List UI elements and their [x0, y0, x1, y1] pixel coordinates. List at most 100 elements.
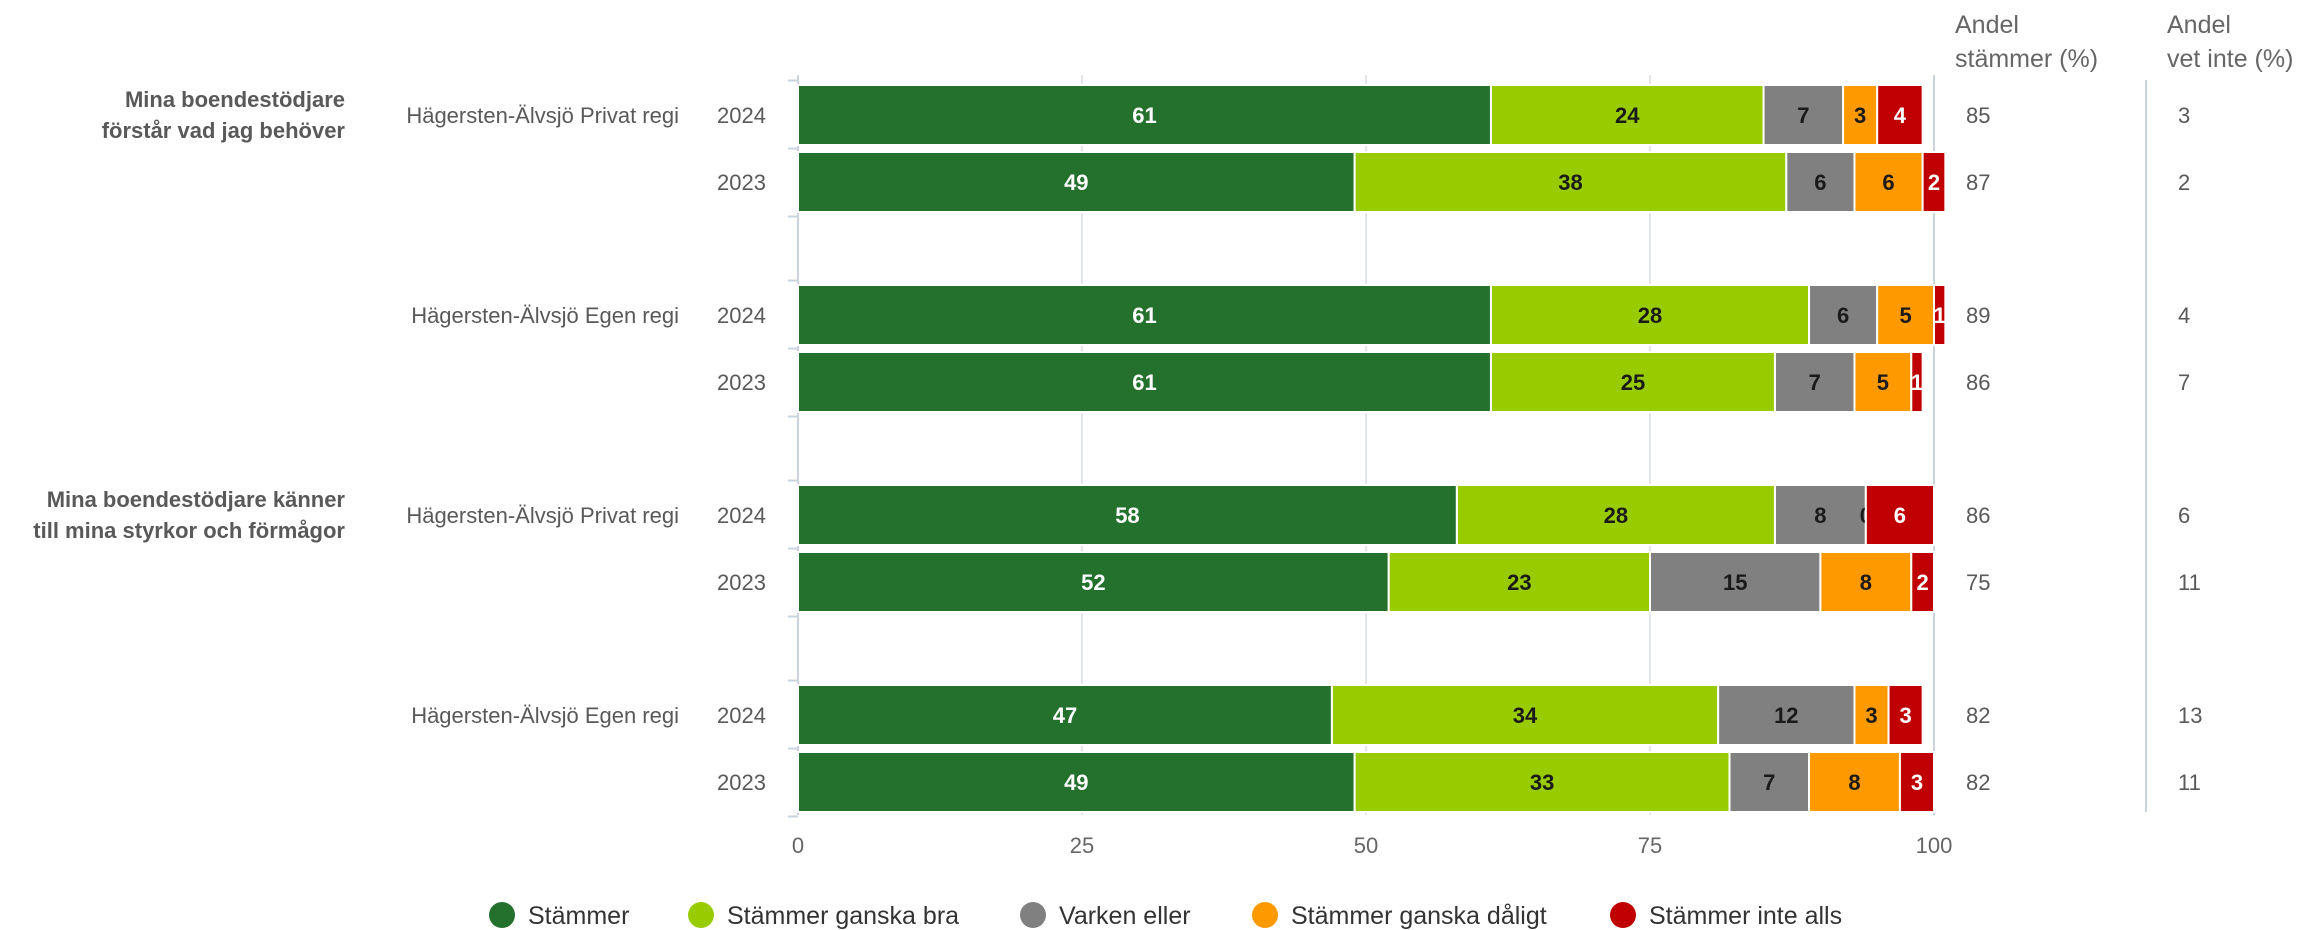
group-label: Hägersten-Älvsjö Privat regi [406, 503, 679, 528]
question-label: Mina boendestödjare känner [47, 487, 346, 512]
bar-segment [1489, 351, 1776, 413]
x-tick-label: 50 [1354, 833, 1378, 858]
data-label: 52 [1081, 570, 1105, 595]
share-dontknow-header-line1: Andel [2167, 11, 2231, 39]
share-agree-value: 82 [1966, 703, 1990, 728]
legend-marker [1020, 902, 1046, 928]
legend-label: Stämmer [528, 902, 629, 930]
bar-segment [1649, 551, 1822, 613]
bar-segment [797, 284, 1492, 346]
share-agree-header-line1: Andel [1955, 11, 2019, 39]
legend-label: Stämmer ganska dåligt [1291, 902, 1547, 930]
legend: Stämmer Stämmer ganska bra Varken eller Stä… [489, 902, 1842, 930]
bar-segment [1864, 484, 1935, 546]
year-label: 2023 [717, 570, 766, 595]
data-label: 6 [1894, 503, 1906, 528]
bar-segment [1853, 351, 1913, 413]
share-dontknow-header-line2: vet inte (%) [2167, 45, 2293, 73]
x-axis: 0 25 50 75 100 [792, 833, 1952, 858]
bar-segment [1887, 684, 1924, 746]
bar-segment [797, 84, 1492, 146]
year-label: 2023 [717, 770, 766, 795]
bar-segment [1910, 351, 1924, 413]
legend-marker [1252, 902, 1278, 928]
x-tick-label: 75 [1638, 833, 1662, 858]
bar-segment [1921, 151, 1947, 213]
bar-segment [1387, 551, 1651, 613]
bar-segment [1455, 484, 1776, 546]
data-label: 7 [1797, 103, 1809, 128]
share-agree-value: 86 [1966, 370, 1990, 395]
data-label: 23 [1507, 570, 1531, 595]
share-agree-value: 85 [1966, 103, 1990, 128]
share-agree-value: 87 [1966, 170, 1990, 195]
share-dontknow-value: 11 [2178, 570, 2201, 595]
data-label: 33 [1530, 770, 1554, 795]
share-agree-value: 86 [1966, 503, 1990, 528]
year-label: 2024 [717, 703, 766, 728]
bar-segment [1773, 351, 1856, 413]
data-label: 61 [1132, 370, 1156, 395]
year-label: 2023 [717, 370, 766, 395]
data-label: 28 [1604, 503, 1628, 528]
share-agree-value: 82 [1966, 770, 1990, 795]
bar-segment [1762, 84, 1845, 146]
data-label: 49 [1064, 170, 1088, 195]
bar-segment [797, 351, 1492, 413]
bar-segment [1773, 484, 1867, 546]
bar-segment [1898, 751, 1936, 813]
data-label: 2 [1928, 170, 1940, 195]
bar-segment [1853, 151, 1924, 213]
year-label: 2023 [717, 170, 766, 195]
bar-segment [1808, 751, 1901, 813]
year-label: 2024 [717, 103, 766, 128]
row-labels: Hägersten-Älvsjö Privat regi Hägersten-Äl… [33, 87, 766, 795]
share-dontknow-value: 6 [2178, 503, 2190, 528]
group-label: Hägersten-Älvsjö Egen regi [411, 703, 679, 728]
legend-label: Stämmer inte alls [1649, 902, 1842, 930]
data-label: 4 [1894, 103, 1907, 128]
data-label: 28 [1638, 303, 1662, 328]
bar-segment [1728, 751, 1811, 813]
legend-marker [688, 902, 714, 928]
data-label: 3 [1865, 703, 1877, 728]
data-label: 49 [1064, 770, 1088, 795]
bar-segment [1785, 151, 1856, 213]
data-label: 6 [1882, 170, 1894, 195]
question-label: till mina styrkor och förmågor [33, 518, 345, 543]
bar-segment [1330, 684, 1720, 746]
data-label: 5 [1877, 370, 1889, 395]
data-label: 8 [1814, 503, 1826, 528]
legend-label: Varken eller [1059, 902, 1191, 930]
data-label: 8 [1860, 570, 1872, 595]
legend-marker [489, 902, 515, 928]
data-label: 7 [1809, 370, 1821, 395]
share-agree-value: 75 [1966, 570, 1990, 595]
bar-segment [797, 151, 1356, 213]
data-label: 5 [1899, 303, 1911, 328]
year-label: 2024 [717, 303, 766, 328]
data-label: 47 [1053, 703, 1077, 728]
bar-segment [1876, 284, 1935, 346]
data-label: 2 [1917, 570, 1929, 595]
bar-segment [1353, 151, 1788, 213]
bar-segment [1910, 551, 1936, 613]
bar-segment [1876, 84, 1924, 146]
data-label: 61 [1132, 103, 1156, 128]
data-label: 3 [1854, 103, 1866, 128]
data-label: 8 [1848, 770, 1860, 795]
legend-marker [1610, 902, 1636, 928]
group-label: Hägersten-Älvsjö Privat regi [406, 103, 679, 128]
question-label: förstår vad jag behöver [102, 118, 346, 143]
data-label: 7 [1763, 770, 1775, 795]
share-dontknow-value: 7 [2178, 370, 2190, 395]
x-tick-label: 25 [1070, 833, 1094, 858]
side-columns: Andel stämmer (%) Andel vet inte (%) 85 3… [1955, 11, 2293, 812]
bars: 6124734493866261286516125751582880652231… [797, 84, 1947, 813]
data-label: 34 [1513, 703, 1538, 728]
share-dontknow-value: 3 [2178, 103, 2190, 128]
data-label: 1 [1911, 370, 1923, 395]
bar-segment [1933, 284, 1947, 346]
x-tick-label: 0 [792, 833, 804, 858]
